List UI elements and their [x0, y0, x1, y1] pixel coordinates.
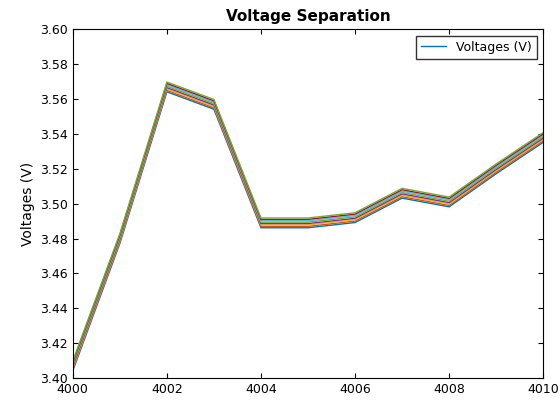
Y-axis label: Voltages (V): Voltages (V) [21, 162, 35, 246]
Legend: Voltages (V): Voltages (V) [416, 36, 537, 59]
Title: Voltage Separation: Voltage Separation [226, 9, 390, 24]
